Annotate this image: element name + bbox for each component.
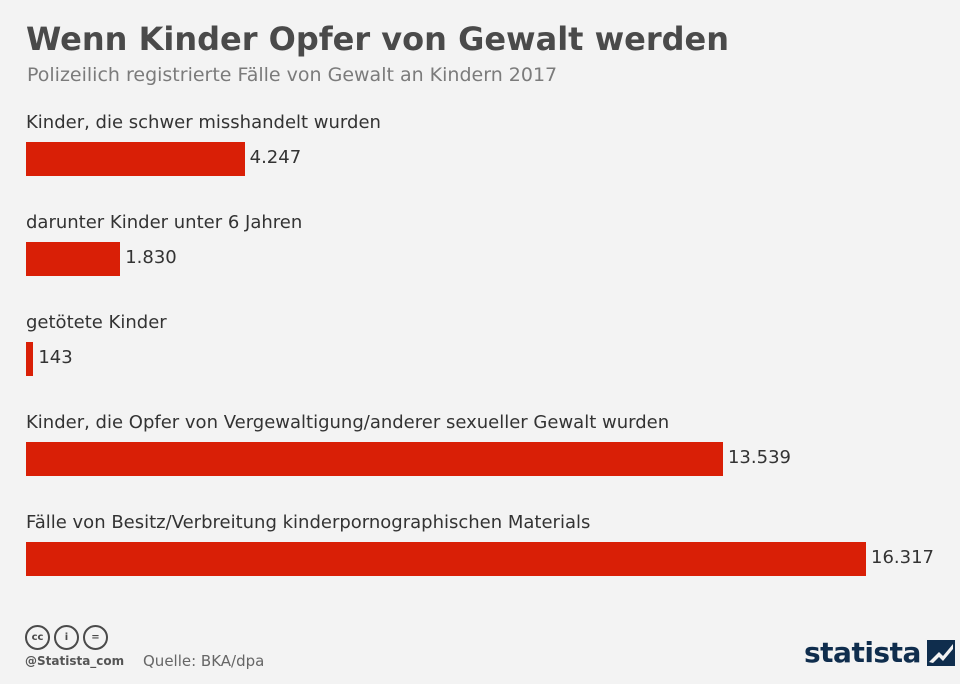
category-label: darunter Kinder unter 6 Jahren xyxy=(26,212,303,233)
bar-chart: Kinder, die schwer misshandelt wurden 4.2… xyxy=(26,112,934,576)
statista-logo[interactable]: statista xyxy=(804,636,955,669)
value-label: 1.830 xyxy=(125,247,177,268)
bar xyxy=(26,442,723,476)
license-icons: cc i = xyxy=(25,625,108,650)
brand-wordmark: statista xyxy=(804,636,921,669)
bar xyxy=(26,142,245,176)
value-label: 16.317 xyxy=(871,547,934,568)
cc-icon: cc xyxy=(25,625,50,650)
bar xyxy=(26,342,34,376)
chart-title: Wenn Kinder Opfer von Gewalt werden xyxy=(26,20,730,58)
statista-mark-icon xyxy=(926,639,955,666)
by-icon: i xyxy=(54,625,79,650)
value-label: 4.247 xyxy=(249,147,302,168)
bar xyxy=(26,542,866,576)
nd-icon: = xyxy=(83,625,108,650)
value-label: 13.539 xyxy=(727,447,791,468)
chart-subtitle: Polizeilich registrierte Fälle von Gewal… xyxy=(27,64,558,86)
value-label: 143 xyxy=(38,347,73,368)
category-label: Kinder, die Opfer von Vergewaltigung/and… xyxy=(26,412,670,433)
category-label: getötete Kinder xyxy=(26,312,167,333)
category-label: Kinder, die schwer misshandelt wurden xyxy=(26,112,381,133)
category-label: Fälle von Besitz/Verbreitung kinderporno… xyxy=(26,512,591,533)
source-note: Quelle: BKA/dpa xyxy=(143,652,265,670)
bar xyxy=(26,242,121,276)
statista-handle: @Statista_com xyxy=(25,654,125,668)
